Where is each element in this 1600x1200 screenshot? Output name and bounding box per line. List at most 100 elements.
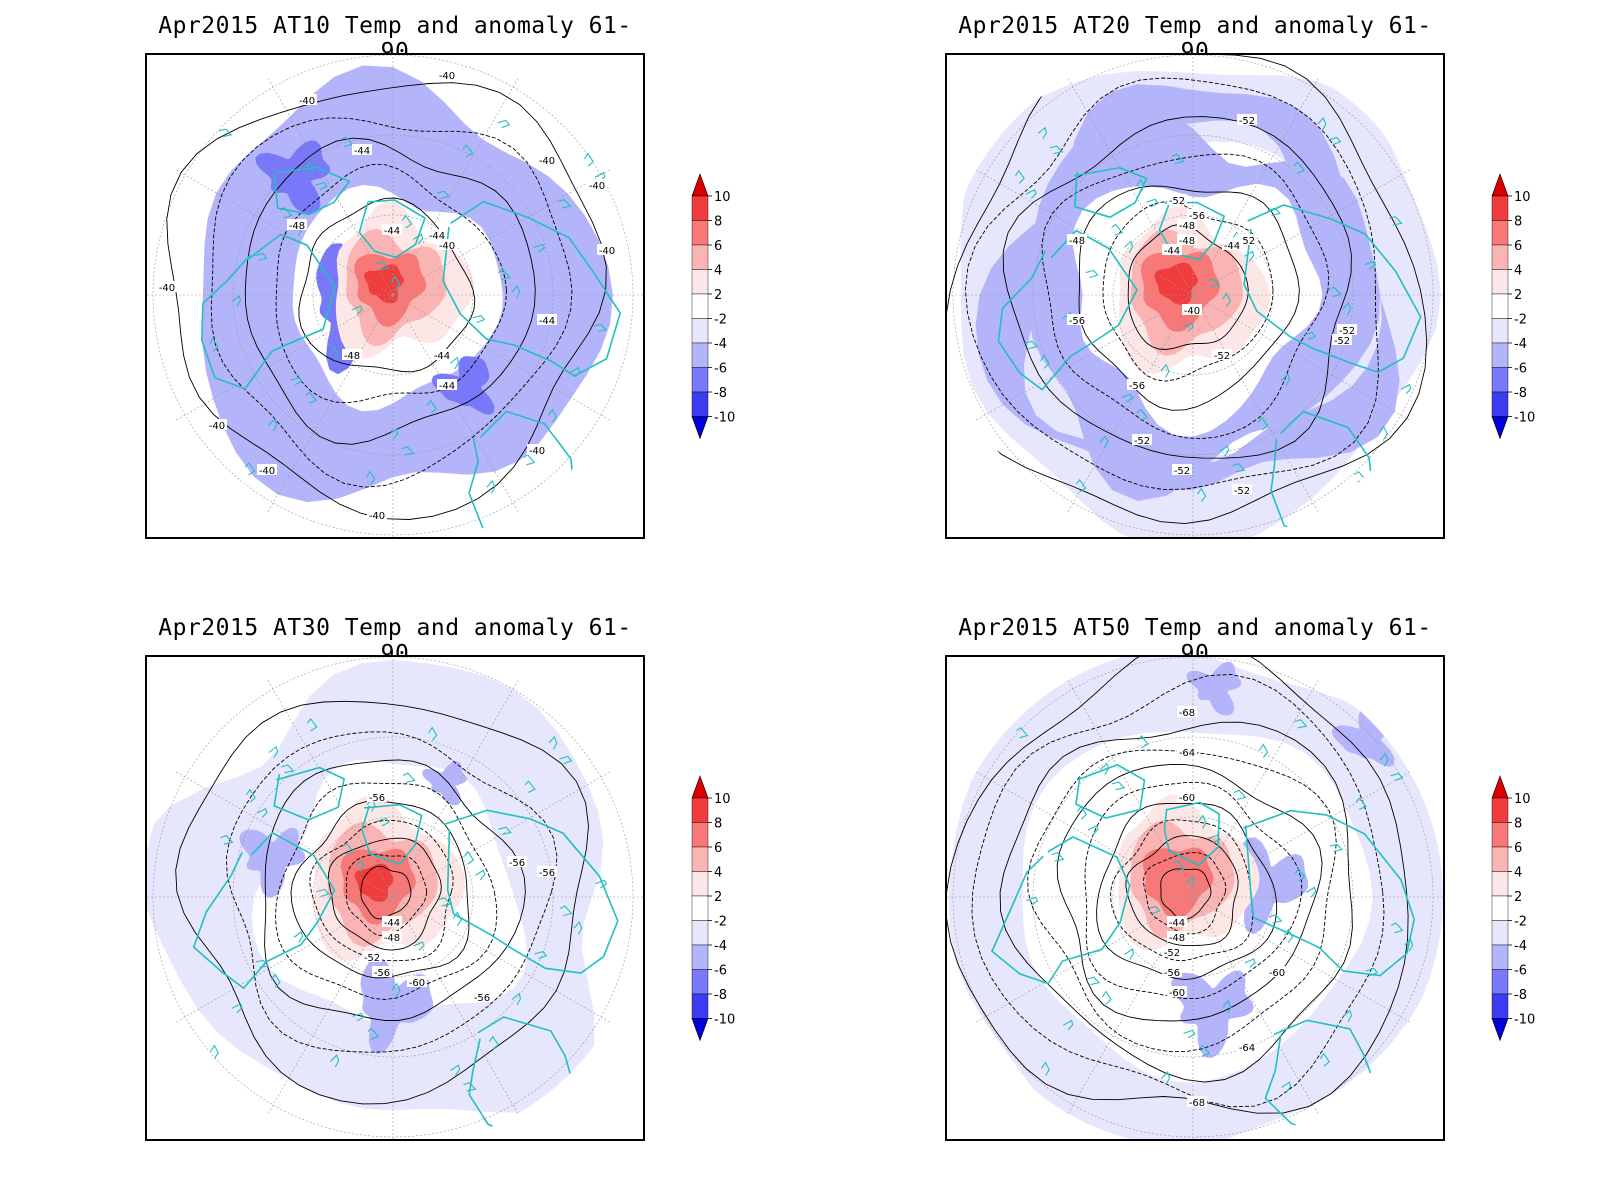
- colorbar-tick-label: -10: [1514, 411, 1535, 426]
- island-outline: [1040, 354, 1050, 369]
- island-outline: [1026, 896, 1039, 906]
- colorbar-tick-label: 2: [1514, 288, 1522, 303]
- meridian-line: [1192, 896, 1324, 1123]
- panel-title: Apr2015 AT50 Temp and anomaly 61-90: [958, 615, 1432, 667]
- island-outline: [280, 206, 293, 219]
- panel-title: Apr2015 AT10 Temp and anomaly 61-90: [158, 13, 632, 65]
- island-outline: [1062, 1019, 1074, 1031]
- svg-text:-64: -64: [1239, 1043, 1255, 1054]
- island-outline: [548, 735, 558, 750]
- contour-label: -52: [1167, 194, 1187, 207]
- island-outline: [413, 941, 425, 951]
- island-outline: [1390, 922, 1404, 934]
- colorbar-upper-arrow: [1491, 775, 1509, 799]
- colorbar-lower-arrow: [691, 416, 709, 440]
- island-outline: [231, 1002, 243, 1014]
- colorbar-swatch: [691, 797, 709, 823]
- island-outline: [1135, 178, 1145, 193]
- svg-text:-68: -68: [1179, 708, 1195, 719]
- island-outline: [342, 842, 355, 855]
- island-outline: [488, 1035, 500, 1050]
- meridian-line: [167, 294, 394, 426]
- colorbar-swatch: [691, 293, 709, 319]
- island-outline: [1259, 743, 1269, 758]
- island-outline: [1244, 250, 1255, 262]
- island-outline: [218, 128, 233, 138]
- island-outline: [1293, 161, 1305, 175]
- island-outline: [401, 214, 413, 229]
- island-outline: [584, 152, 594, 167]
- island-outline: [1015, 169, 1025, 184]
- temperature-contour: [290, 800, 470, 979]
- island-outline: [585, 1090, 598, 1102]
- island-outline: [463, 1082, 477, 1092]
- temperature-contour: [947, 657, 1409, 1114]
- contour-label: -52: [1172, 464, 1192, 477]
- panel-title: Apr2015 AT30 Temp and anomaly 61-90: [158, 615, 632, 667]
- island-outline: [1222, 999, 1232, 1014]
- contour-label: -40: [157, 281, 177, 294]
- contour-label: -52: [1232, 484, 1252, 497]
- island-outline: [340, 136, 354, 147]
- colorbar-tick-label: -4: [1514, 337, 1527, 352]
- colorbar-tick-label: -2: [1514, 313, 1527, 328]
- island-outline: [498, 826, 512, 836]
- colorbar-tick-label: 4: [1514, 866, 1522, 881]
- coastline: [1243, 204, 1422, 374]
- island-outline: [1197, 814, 1207, 829]
- island-outline: [271, 973, 281, 988]
- anomaly-negative-area: [1186, 661, 1242, 716]
- colorbar-swatch: [691, 846, 709, 872]
- contour-label: -44: [382, 224, 402, 237]
- island-outline: [1173, 859, 1186, 872]
- contour-label: -56: [1067, 314, 1087, 327]
- meridian-line: [1192, 294, 1419, 426]
- island-outline: [1400, 383, 1412, 395]
- svg-text:-44: -44: [1164, 246, 1180, 257]
- island-outline: [1342, 301, 1352, 316]
- island-outline: [1087, 825, 1099, 835]
- island-outline: [1025, 189, 1037, 199]
- temperature-contour: [1096, 803, 1278, 981]
- island-outline: [401, 446, 415, 456]
- island-outline: [1182, 322, 1194, 332]
- island-outline: [391, 982, 401, 997]
- colorbar-tick-label: -8: [1514, 386, 1527, 401]
- meridian-line: [967, 164, 1194, 296]
- coastline: [200, 233, 336, 390]
- island-outline: [413, 233, 424, 245]
- svg-text:-56: -56: [474, 993, 490, 1004]
- colorbar-at10: 10 8 6 4 2 -2 -4 -6 -8 -10: [688, 170, 748, 456]
- temperature-contour: [1027, 749, 1337, 1053]
- island-outline: [1207, 278, 1221, 288]
- contour-label: -52: [1337, 324, 1357, 337]
- svg-text:-40: -40: [529, 446, 545, 457]
- temperature-contour: [1041, 153, 1330, 440]
- colorbar-upper-arrow: [691, 775, 709, 799]
- colorbar-tick-label: 6: [714, 239, 722, 254]
- island-outline: [1342, 1009, 1353, 1023]
- island-outline: [254, 252, 268, 262]
- contour-label: -48: [287, 219, 307, 232]
- island-outline: [1147, 905, 1161, 915]
- contour-label: -52: [1132, 434, 1152, 447]
- anomaly-positive-area: [1142, 847, 1214, 920]
- colorbar-swatch: [1491, 993, 1509, 1019]
- island-outline: [1077, 805, 1087, 820]
- island-outline: [246, 788, 256, 803]
- island-outline: [293, 931, 304, 943]
- island-outline: [1269, 914, 1283, 924]
- island-outline: [462, 144, 474, 158]
- island-outline: [1111, 223, 1124, 236]
- colorbar-swatch: [1491, 871, 1509, 897]
- contour-label: -40: [597, 244, 617, 257]
- island-outline: [1099, 762, 1110, 775]
- contour-label: -56: [367, 791, 387, 804]
- svg-text:-56: -56: [1069, 316, 1085, 327]
- colorbar-swatch: [691, 342, 709, 368]
- colorbar-swatch: [1491, 367, 1509, 393]
- contour-label: -52: [1237, 114, 1257, 127]
- svg-text:-60: -60: [1179, 793, 1195, 804]
- anomaly-negative-area: [948, 657, 1443, 1139]
- colorbar-swatch: [1491, 797, 1509, 823]
